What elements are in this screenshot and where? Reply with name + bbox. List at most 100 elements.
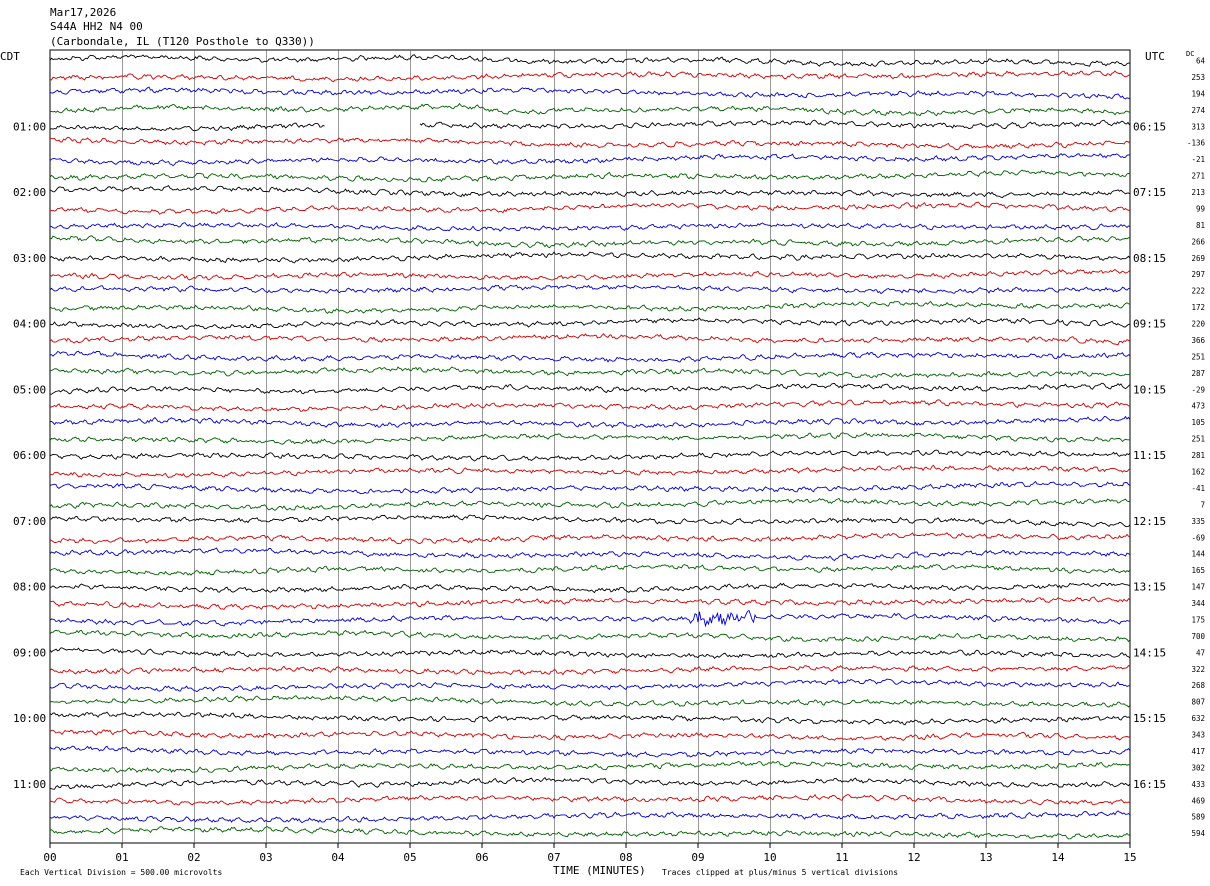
dc-offset-labels: 64 253 194 274 313 -136 -21 271 213 99 81 266 269 297… — [1187, 57, 1206, 839]
seismic-trace — [49, 251, 1131, 264]
seismic-trace — [49, 532, 1131, 545]
utc-hour-label: 13:15 — [1133, 581, 1166, 594]
seismic-trace — [49, 70, 1131, 83]
seismic-trace — [49, 665, 1131, 676]
utc-hour-label: 07:15 — [1133, 186, 1166, 199]
dc-offset-label: -136 — [1187, 139, 1206, 148]
x-tick-label: 14 — [1051, 851, 1065, 864]
seismic-trace — [49, 102, 1131, 117]
plot-frame — [49, 49, 1131, 844]
x-tick-label: 04 — [331, 851, 345, 864]
cdt-hour-label: 02:00 — [13, 186, 46, 199]
seismic-trace — [49, 629, 1131, 643]
dc-offset-label: 594 — [1191, 829, 1205, 838]
x-axis-label: TIME (MINUTES) — [553, 864, 646, 877]
dc-offset-label: 271 — [1191, 172, 1205, 181]
dc-offset-label: 322 — [1191, 665, 1205, 674]
dc-offset-label: 274 — [1191, 106, 1205, 115]
seismic-trace — [49, 136, 1131, 150]
header-channel: S44A HH2 N4 00 — [50, 20, 143, 33]
plot-grid — [49, 49, 1131, 844]
dc-offset-label: 335 — [1191, 517, 1205, 526]
utc-hour-label: 11:15 — [1133, 449, 1166, 462]
dc-offset-label: 417 — [1191, 747, 1205, 756]
utc-hour-label: 14:15 — [1133, 646, 1166, 659]
cdt-hour-label: 08:00 — [13, 581, 46, 594]
dc-offset-label: 302 — [1191, 763, 1205, 772]
header-date: Mar17,2026 — [50, 6, 116, 19]
dc-offset-label: 281 — [1191, 451, 1205, 460]
cdt-hour-label: 11:00 — [13, 778, 46, 791]
seismic-trace — [49, 810, 1131, 824]
seismic-trace — [49, 152, 1131, 167]
utc-hour-label: 16:15 — [1133, 778, 1166, 791]
seismic-trace — [49, 169, 1131, 183]
dc-offset-label: 433 — [1191, 780, 1205, 789]
seismic-trace — [49, 564, 1131, 576]
seismic-trace — [49, 514, 1131, 528]
seismic-trace — [49, 268, 1131, 281]
seismic-trace — [50, 382, 1131, 395]
seismic-trace — [49, 777, 1131, 790]
seismic-trace — [49, 350, 1131, 363]
footer-clip: Traces clipped at plus/minus 5 vertical … — [662, 868, 898, 877]
dc-offset-label: 7 — [1200, 500, 1205, 509]
seismic-trace — [49, 366, 1131, 379]
seismic-trace — [49, 122, 325, 132]
dc-offset-label: 81 — [1196, 221, 1205, 230]
dc-offset-label: 47 — [1196, 648, 1205, 657]
seismic-trace — [49, 497, 1131, 511]
dc-offset-label: 269 — [1191, 254, 1205, 263]
dc-offset-label: 251 — [1191, 352, 1205, 361]
dc-offset-label: -21 — [1191, 155, 1205, 164]
utc-hour-label: 09:15 — [1133, 318, 1166, 331]
seismic-trace — [49, 201, 1131, 215]
seismic-trace — [49, 222, 1131, 232]
dc-offset-label: 343 — [1191, 731, 1205, 740]
seismic-trace — [49, 678, 1131, 693]
dc-offset-label: -69 — [1191, 533, 1205, 542]
x-tick-label: 05 — [403, 851, 416, 864]
footer-scale: Each Vertical Division = 500.00 microvol… — [20, 868, 222, 877]
dc-offset-label: 287 — [1191, 369, 1205, 378]
utc-hour-labels: 06:15 07:15 08:15 09:15 10:15 11:15 12:15 13:15… — [1133, 120, 1166, 791]
x-tick-label: 12 — [907, 851, 920, 864]
dc-offset-label: 162 — [1191, 468, 1205, 477]
seismic-trace — [49, 745, 1131, 758]
cdt-hour-label: 07:00 — [13, 515, 46, 528]
x-tick-label: 02 — [187, 851, 200, 864]
seismic-trace — [49, 333, 1131, 346]
dc-offset-label: 105 — [1191, 418, 1205, 427]
dc-offset-label: 175 — [1191, 615, 1205, 624]
dc-offset-label: 172 — [1191, 303, 1205, 312]
dc-offset-label: 194 — [1191, 89, 1205, 98]
seismic-trace — [49, 317, 1130, 330]
dc-offset-label: 807 — [1191, 698, 1205, 707]
x-tick-label: 06 — [475, 851, 488, 864]
seismic-trace — [49, 300, 1131, 315]
cdt-hour-label: 01:00 — [13, 120, 46, 133]
dc-offset-label: -41 — [1191, 484, 1205, 493]
trace-group — [49, 54, 1131, 840]
x-axis: 00 01 02 03 04 05 06 07 08 09 10 11 12 13 14 15 — [43, 843, 1137, 864]
seismic-trace — [49, 184, 1131, 199]
header-location: (Carbondale, IL (T120 Posthole to Q330)) — [50, 35, 315, 48]
x-tick-label: 15 — [1123, 851, 1136, 864]
dc-offset-label: 147 — [1191, 583, 1205, 592]
dc-offset-label: -29 — [1191, 385, 1205, 394]
seismic-trace — [49, 86, 1131, 100]
utc-hour-label: 15:15 — [1133, 712, 1166, 725]
dc-offset-label: 165 — [1191, 566, 1205, 575]
cdt-hour-label: 09:00 — [13, 646, 46, 659]
dc-offset-label: 64 — [1196, 57, 1206, 66]
seismic-trace — [49, 54, 1131, 67]
cdt-hour-labels: 01:00 02:00 03:00 04:00 05:00 06:00 07:00 08:00… — [13, 120, 46, 791]
seismic-trace — [49, 695, 1131, 708]
seismic-trace — [49, 284, 1130, 295]
left-axis-title: CDT — [0, 50, 20, 63]
dc-offset-label: 220 — [1191, 320, 1205, 329]
dc-offset-label: 266 — [1191, 237, 1205, 246]
dc-offset-label: 473 — [1191, 402, 1205, 411]
dc-offset-label: 251 — [1191, 435, 1205, 444]
seismic-trace — [49, 464, 1131, 479]
